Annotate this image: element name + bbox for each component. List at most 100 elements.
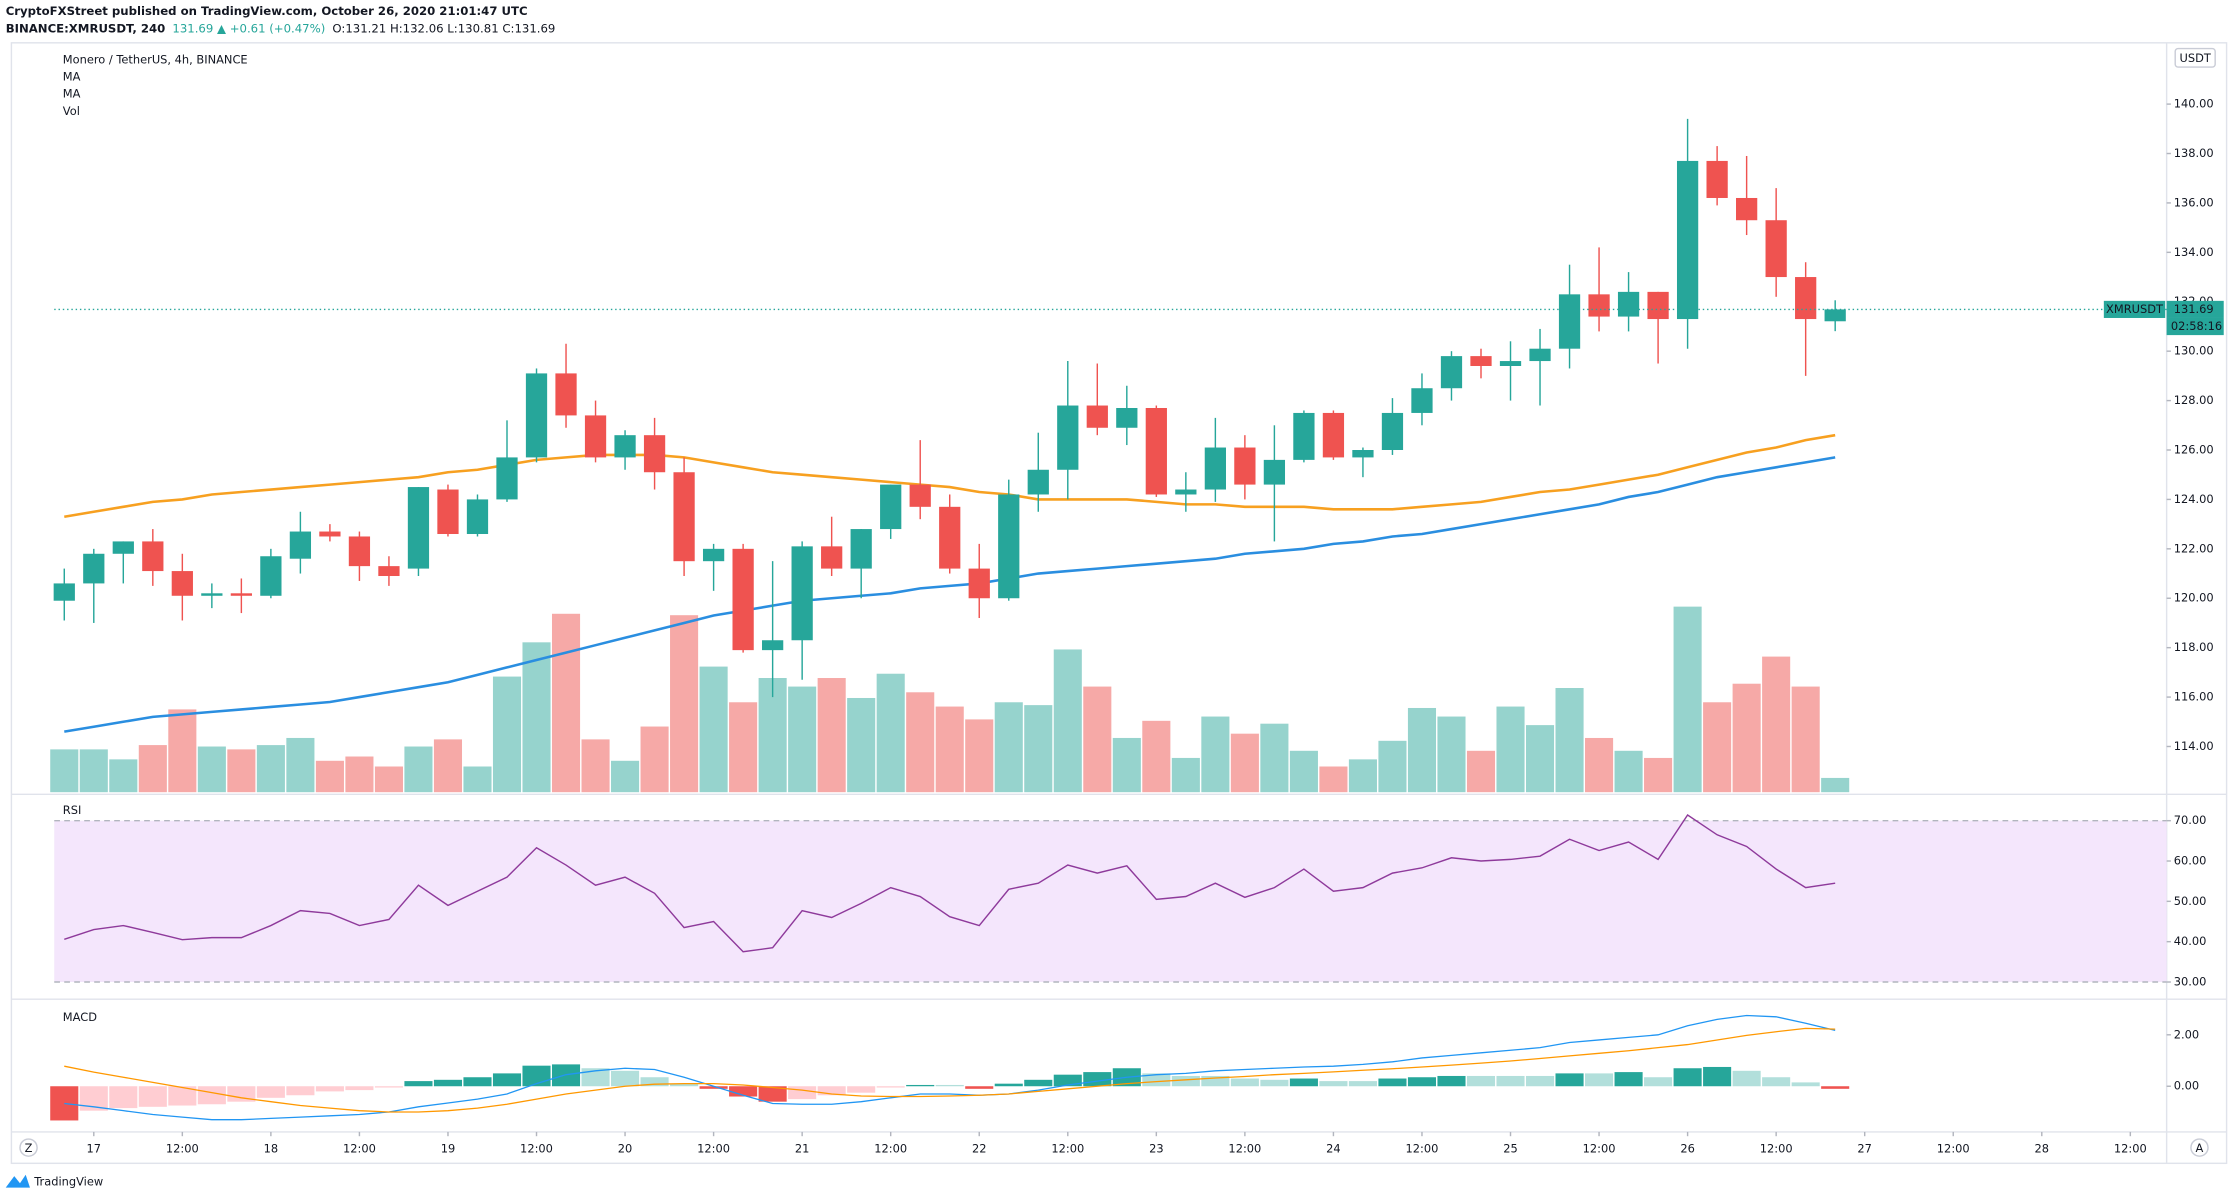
macd-histogram-bar	[1348, 1081, 1377, 1087]
macd-histogram-bar	[1053, 1074, 1082, 1087]
volume-bar	[1614, 750, 1643, 793]
macd-histogram-bar	[581, 1068, 610, 1087]
rsi-band	[54, 820, 2167, 983]
currency[interactable]: USDT	[2180, 51, 2211, 65]
volume-bar	[197, 746, 226, 793]
macd-histogram-bar	[1555, 1073, 1584, 1087]
macd-histogram-bar	[1319, 1081, 1348, 1087]
candle-body	[732, 548, 754, 651]
volume-bar	[1821, 777, 1850, 793]
x-tick-label: 21	[795, 1142, 810, 1156]
volume-bar	[1703, 702, 1732, 793]
x-tick-label: 19	[441, 1142, 456, 1156]
countdown-label: 02:58:16	[2171, 319, 2222, 333]
candle-body	[1470, 356, 1492, 366]
candle-body	[1322, 412, 1345, 458]
volume-bar	[522, 642, 551, 793]
x-tick-label: 20	[618, 1142, 633, 1156]
volume-bar	[1260, 723, 1289, 793]
rsi-line	[64, 814, 1836, 953]
macd-histogram-bar	[1378, 1078, 1407, 1087]
candle-body	[821, 546, 843, 569]
macd-histogram-bar	[906, 1084, 935, 1087]
candle-body	[1234, 447, 1256, 485]
candle-body	[1824, 309, 1846, 322]
candle-body	[880, 484, 902, 530]
candle-body	[939, 506, 961, 569]
candle-body	[1057, 405, 1079, 470]
x-tick-label: 12:00	[343, 1142, 376, 1156]
macd-histogram-bar	[1083, 1072, 1112, 1087]
volume-bar	[50, 749, 79, 793]
macd-histogram-bar	[1171, 1075, 1200, 1087]
candle-body	[1647, 291, 1669, 320]
candle-body	[1145, 407, 1167, 495]
candle-body	[1293, 412, 1315, 460]
volume-bar	[1407, 707, 1437, 793]
volume-bar	[1319, 766, 1348, 793]
candle-body	[53, 583, 75, 601]
candle-body	[968, 568, 990, 599]
x-tick-label: 12:00	[1406, 1142, 1439, 1156]
macd-histogram-bar	[758, 1086, 787, 1102]
x-tick-label: 12:00	[874, 1142, 907, 1156]
x-tick-label: 12:00	[697, 1142, 730, 1156]
volume-bar	[906, 692, 935, 793]
macd-histogram-bar	[788, 1086, 817, 1100]
candle-body	[83, 553, 105, 584]
candle-body	[762, 640, 784, 651]
frame	[10, 42, 2228, 1165]
volume-bar	[1230, 733, 1259, 793]
candle-body	[998, 494, 1020, 599]
last-price-label: 131.69	[2174, 302, 2214, 316]
x-tick-label: 26	[1680, 1142, 1695, 1156]
brand-logo	[5, 1174, 30, 1188]
auto-scale-label[interactable]: A	[2196, 1141, 2204, 1155]
macd-histogram-bar	[138, 1086, 167, 1107]
zoom-button[interactable]	[19, 1138, 38, 1157]
candle-body	[555, 373, 577, 416]
x-tick-label: 12:00	[520, 1142, 553, 1156]
volume-bar	[374, 766, 403, 793]
macd-histogram-bar	[1437, 1075, 1466, 1087]
legend-volume: Vol	[63, 104, 80, 118]
y-tick-label: 116.00	[2174, 690, 2214, 704]
volume-bar	[935, 706, 964, 793]
candle-body	[584, 415, 607, 458]
macd-histogram-bar	[1407, 1077, 1437, 1087]
candle-body	[1175, 489, 1197, 495]
macd-histogram-bar	[965, 1086, 994, 1089]
candle-body	[1027, 469, 1049, 495]
macd-histogram-bar	[611, 1070, 640, 1087]
volume-bar	[315, 760, 344, 793]
macd-histogram-bar	[1644, 1077, 1673, 1087]
last-price-tag	[2166, 300, 2224, 318]
signal-line	[64, 1027, 1836, 1113]
candle-body	[1558, 294, 1581, 349]
candle-body	[1529, 348, 1551, 362]
macd-histogram-bar	[492, 1073, 522, 1087]
volume-bar	[1348, 759, 1377, 793]
currency-box[interactable]	[2174, 47, 2216, 68]
volume-bar	[1024, 705, 1053, 793]
macd-histogram-bar	[1821, 1086, 1850, 1089]
candle-body	[1381, 412, 1404, 450]
publisher: CryptoFXStreet published on TradingView.…	[6, 4, 528, 18]
macd-tick-label: 2.00	[2174, 1027, 2199, 1041]
moving-average	[64, 456, 1836, 733]
zoom-button-label[interactable]: Z	[25, 1141, 33, 1155]
y-tick-label: 138.00	[2174, 146, 2214, 160]
volume-bar	[109, 759, 138, 793]
auto-scale-button[interactable]	[2190, 1138, 2209, 1157]
x-tick-label: 27	[1857, 1142, 1872, 1156]
y-tick-label: 124.00	[2174, 492, 2214, 506]
y-tick-label: 114.00	[2174, 739, 2214, 753]
macd-histogram-bar	[1791, 1082, 1820, 1087]
candle-body	[378, 566, 400, 577]
macd-histogram-bar	[256, 1086, 285, 1098]
volume-bar	[729, 702, 758, 793]
x-tick-label: 22	[972, 1142, 987, 1156]
candle-body	[437, 489, 459, 535]
x-tick-label: 23	[1149, 1142, 1164, 1156]
